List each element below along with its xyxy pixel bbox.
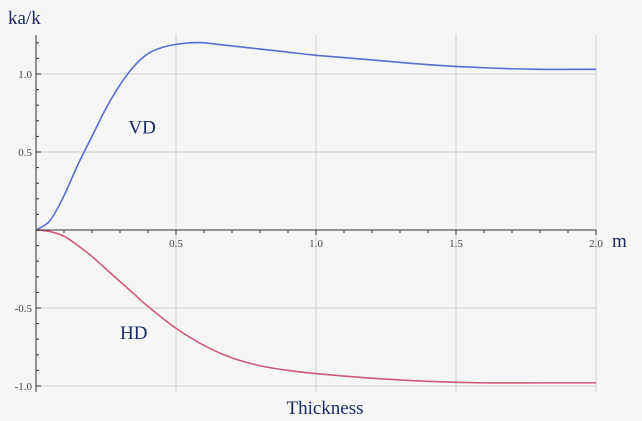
series-line-vd <box>35 41 597 231</box>
series-curves <box>35 41 597 384</box>
y-tick-label: 0.5 <box>18 147 32 159</box>
series-line-hd <box>35 229 596 384</box>
y-tick-label: 1.0 <box>18 69 32 81</box>
y-axis-label: ka/k <box>8 8 41 29</box>
x-tick-label: 0.5 <box>169 238 183 250</box>
annotation-hd: HD <box>120 323 147 344</box>
x-tick-label: 2.0 <box>589 238 603 250</box>
x-tick-label: 1.5 <box>449 238 463 250</box>
x-axis-unit: m <box>612 231 627 252</box>
y-tick-label: -0.5 <box>15 303 33 315</box>
axis-ticks: 0.5 1.0 1.5 2.0 -1.0 -0.5 0.5 1.0 <box>15 42 603 393</box>
series-annotations: VD HD <box>120 117 156 344</box>
x-tick-label: 1.0 <box>309 238 323 250</box>
y-tick-label: -1.0 <box>15 381 33 393</box>
grid-lines <box>36 35 597 392</box>
x-axis-title: Thickness <box>286 398 363 419</box>
annotation-vd: VD <box>128 117 155 138</box>
